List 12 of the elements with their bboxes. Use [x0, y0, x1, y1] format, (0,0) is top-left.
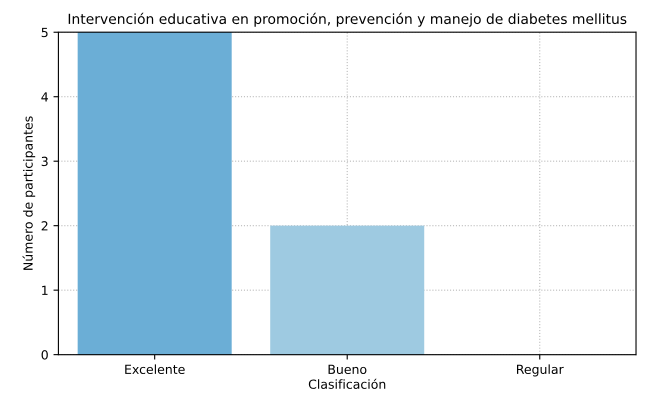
- x-axis-title: Clasificación: [308, 378, 386, 389]
- y-tick-label: 2: [42, 221, 48, 230]
- y-tick-label: 1: [42, 286, 48, 295]
- y-tick-label: 0: [42, 350, 48, 360]
- y-axis-title: Número de participantes: [22, 116, 36, 270]
- y-tick-label: 5: [42, 28, 48, 38]
- x-tick-label: Excelente: [125, 364, 185, 374]
- y-tick-label: 4: [41, 92, 48, 102]
- x-tick-label: Regular: [517, 364, 564, 376]
- chart-title: Intervención educativa en promoción, prevención y manejo de diabetes mellitus: [68, 12, 626, 27]
- y-tick-label: 3: [42, 156, 48, 166]
- x-tick-label: Bueno: [328, 364, 366, 374]
